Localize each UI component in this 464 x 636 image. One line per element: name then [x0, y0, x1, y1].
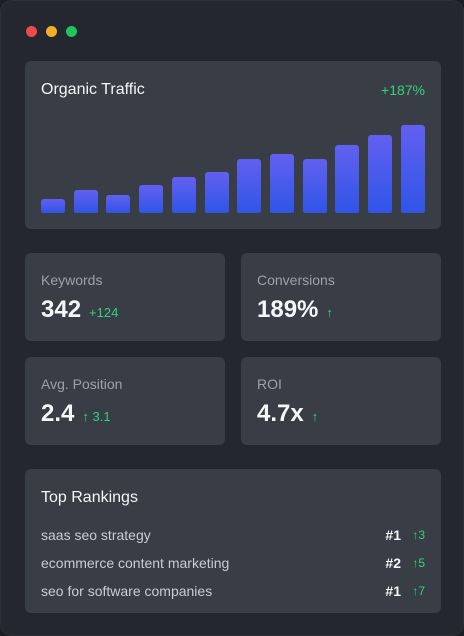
traffic-bar: [73, 190, 98, 213]
traffic-bar: [204, 172, 229, 213]
avg-position-label: Avg. Position: [41, 376, 123, 392]
avg-position-value: 2.4: [41, 400, 75, 427]
traffic-bar: [139, 185, 164, 213]
close-button[interactable]: [26, 26, 37, 37]
traffic-title: Organic Traffic: [41, 81, 145, 98]
keywords-delta: +124: [89, 305, 119, 320]
traffic-bar: [41, 199, 65, 213]
top-rankings-card: Top Rankings saas seo strategy #1 ↑3 eco…: [25, 469, 441, 613]
ranking-position: #1: [385, 527, 401, 543]
ranking-keyword: ecommerce content marketing: [41, 555, 230, 571]
ranking-delta: ↑3: [412, 528, 425, 542]
traffic-change: +187%: [381, 82, 425, 98]
avg-position-delta: ↑ 3.1: [82, 409, 111, 424]
minimize-button[interactable]: [46, 26, 57, 37]
ranking-keyword: saas seo strategy: [41, 527, 151, 543]
traffic-bar: [368, 135, 393, 213]
ranking-keyword: seo for software companies: [41, 583, 213, 599]
ranking-row[interactable]: seo for software companies #1 ↑7: [41, 577, 425, 605]
ranking-position: #2: [385, 555, 401, 571]
maximize-button[interactable]: [66, 26, 77, 37]
traffic-bar: [302, 159, 327, 213]
rankings-title: Top Rankings: [41, 489, 138, 506]
traffic-bar: [237, 159, 262, 213]
keywords-label: Keywords: [41, 272, 103, 288]
conversions-delta: ↑: [326, 305, 333, 320]
avg-position-card: Avg. Position 2.4 ↑ 3.1: [25, 357, 225, 445]
ranking-row[interactable]: saas seo strategy #1 ↑3: [41, 521, 425, 549]
ranking-position: #1: [385, 583, 401, 599]
keywords-card: Keywords 342 +124: [25, 253, 225, 341]
ranking-delta: ↑7: [412, 584, 425, 598]
traffic-bar-chart: [41, 125, 425, 213]
window-controls: [26, 26, 77, 37]
ranking-delta: ↑5: [412, 556, 425, 570]
conversions-value: 189%: [257, 296, 319, 323]
traffic-bar: [400, 125, 425, 213]
roi-card: ROI 4.7x ↑: [241, 357, 441, 445]
traffic-bar: [270, 154, 295, 213]
ranking-row[interactable]: ecommerce content marketing #2 ↑5: [41, 549, 425, 577]
traffic-bar: [335, 145, 360, 213]
traffic-bar: [106, 195, 131, 213]
organic-traffic-card: Organic Traffic +187%: [25, 61, 441, 229]
conversions-card: Conversions 189% ↑: [241, 253, 441, 341]
roi-delta: ↑: [311, 409, 319, 424]
roi-label: ROI: [257, 376, 282, 392]
keywords-value: 342: [41, 296, 82, 323]
traffic-bar: [171, 177, 196, 213]
roi-value: 4.7x: [257, 400, 304, 427]
conversions-label: Conversions: [257, 272, 335, 288]
rankings-list: saas seo strategy #1 ↑3 ecommerce conten…: [41, 521, 425, 605]
